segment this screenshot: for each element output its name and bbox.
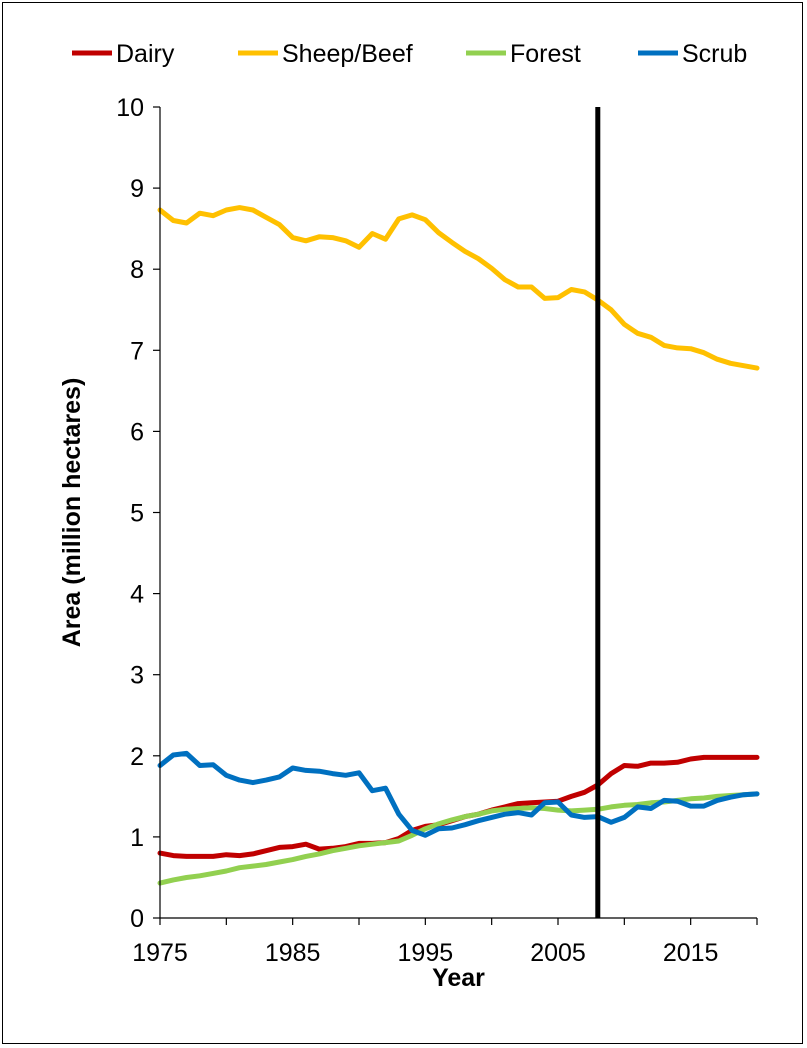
y-tick-label: 4 (130, 581, 144, 609)
y-tick-label: 6 (130, 418, 144, 446)
series-line-dairy (157, 754, 760, 859)
legend-label-forest: Forest (510, 40, 581, 68)
series-lines (157, 205, 760, 886)
x-tick-label: 1985 (265, 939, 321, 967)
y-tick-label: 2 (130, 743, 144, 771)
y-tick-label: 5 (130, 500, 144, 528)
x-axis-title: Year (432, 964, 485, 992)
y-tick-label: 9 (130, 175, 144, 203)
x-tick-label: 1995 (398, 939, 454, 967)
legend: Dairy Sheep/Beef Forest Scrub (72, 40, 747, 68)
x-tick-label: 2005 (530, 939, 586, 967)
y-tick-label: 0 (130, 905, 144, 933)
y-tick-label: 10 (116, 94, 144, 122)
legend-label-scrub: Scrub (682, 40, 747, 68)
series-line-sheep-beef (157, 205, 760, 371)
x-tick-label: 2015 (663, 939, 719, 967)
y-axis-title: Area (million hectares) (58, 378, 86, 648)
x-tick-label: 1975 (132, 939, 188, 967)
series-line-scrub (157, 750, 760, 838)
y-tick-label: 1 (130, 824, 144, 852)
legend-label-sheep-beef: Sheep/Beef (282, 40, 413, 68)
y-tick-label: 8 (130, 256, 144, 284)
legend-label-dairy: Dairy (116, 40, 175, 68)
x-axis-ticks: 1975 1985 1995 2005 2015 (132, 918, 758, 967)
series-line-forest (157, 791, 760, 886)
y-tick-label: 3 (130, 662, 144, 690)
y-axis-ticks: 0 1 2 3 4 5 6 7 8 9 10 (116, 94, 160, 933)
y-tick-label: 7 (130, 337, 144, 365)
